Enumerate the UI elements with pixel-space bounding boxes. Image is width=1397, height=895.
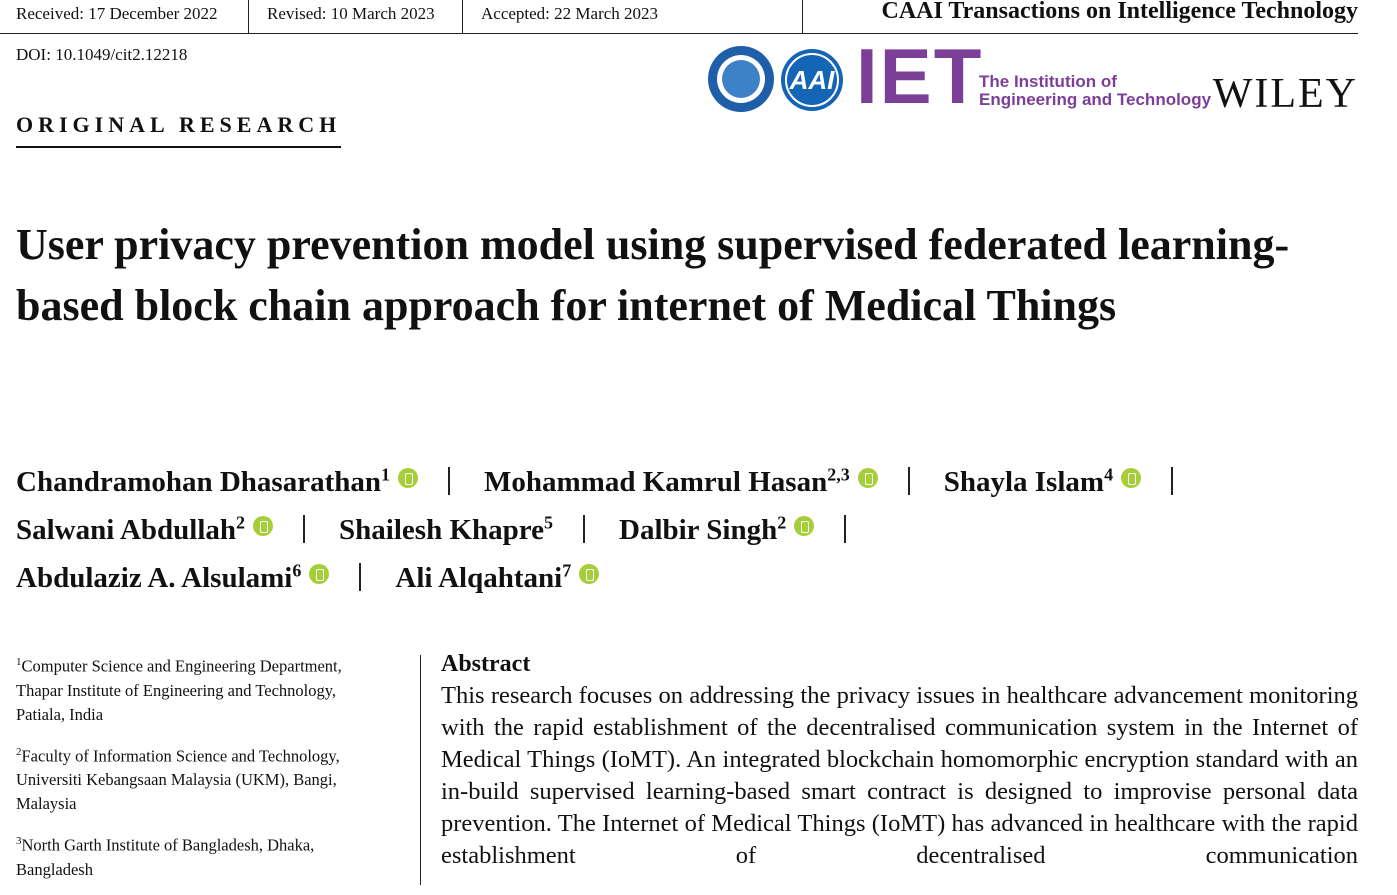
aai-text: AAI	[789, 65, 836, 95]
affiliation: 1Computer Science and Engineering Depart…	[16, 650, 396, 727]
separator	[462, 0, 463, 33]
author-name: Shailesh Khapre	[339, 513, 544, 546]
author-row: Salwani Abdullah2 Shailesh Khapre5 Dalbir …	[16, 498, 1207, 546]
affiliation: 2Faculty of Information Science and Tech…	[16, 740, 396, 817]
iet-name: The Institution of Engineering and Techn…	[979, 73, 1211, 109]
orcid-icon	[857, 467, 878, 488]
affiliation: 3North Garth Institute of Bangladesh, Dh…	[16, 829, 396, 882]
orcid-icon	[579, 563, 600, 584]
author-sup: 2,3	[827, 464, 850, 484]
affiliation-sup: 3	[16, 835, 22, 847]
orcid-icon	[253, 515, 274, 536]
separator	[907, 466, 910, 495]
author-row: Chandramohan Dhasarathan1 Mohammad Kamrul…	[16, 450, 1207, 498]
affiliations: 1Computer Science and Engineering Depart…	[16, 650, 396, 895]
doi: DOI: 10.1049/cit2.12218	[16, 45, 188, 64]
author: Chandramohan Dhasarathan1	[16, 464, 419, 498]
author: Abdulaziz A. Alsulami6	[16, 560, 330, 594]
affiliation-line: Bangladesh	[16, 858, 396, 882]
author-name: Mohammad Kamrul Hasan	[484, 465, 828, 498]
separator	[802, 0, 803, 33]
title: User privacy prevention model using supe…	[16, 220, 1290, 330]
author: Shailesh Khapre5	[339, 512, 553, 546]
author: Dalbir Singh2	[619, 512, 815, 546]
author: Mohammad Kamrul Hasan2,3	[484, 464, 878, 498]
journal: CAAI Transactions on Intelligence Techno…	[881, 0, 1359, 24]
author-sup: 4	[1104, 464, 1114, 484]
aai-logo: AAI	[781, 49, 843, 111]
author-row: Abdulaziz A. Alsulami6 Ali Alqahtani7	[16, 546, 1207, 594]
header-rule	[0, 33, 1358, 34]
author-name: Salwani Abdullah	[16, 513, 237, 546]
author: Salwani Abdullah2	[16, 512, 274, 546]
affiliation-line: Universiti Kebangsaan Malaysia (UKM), Ba…	[16, 768, 396, 792]
orcid-icon	[794, 515, 815, 536]
author-sup: 6	[292, 560, 302, 580]
affiliation-text: Universiti Kebangsaan Malaysia (UKM), Ba…	[16, 770, 337, 789]
author: Ali Alqahtani7	[395, 560, 600, 594]
authors: Chandramohan Dhasarathan1 Mohammad Kamrul…	[16, 450, 1207, 594]
separator	[303, 514, 306, 543]
iet-line: Engineering and Technology	[979, 90, 1212, 109]
affiliation-text: Patiala, India	[16, 704, 104, 724]
accepted: Accepted: 22 March 2023	[481, 4, 659, 23]
received: Received: 17 December 2022	[16, 4, 218, 23]
affiliation-text: Bangladesh	[16, 859, 93, 879]
affiliation-text: North Garth Institute of Bangladesh, Dha…	[21, 835, 315, 855]
affiliation-text: Computer Science and Engineering Departm…	[21, 656, 342, 676]
orcid-icon	[398, 467, 419, 488]
affiliation-line: 1Computer Science and Engineering Depart…	[16, 650, 396, 679]
affiliation-line: Thapar Institute of Engineering and Tech…	[16, 679, 396, 703]
abstract-text: This research focuses on addressing the …	[441, 682, 1358, 869]
section-label: ORIGINAL RESEARCH	[16, 112, 342, 148]
separator	[359, 562, 362, 591]
revised: Revised: 10 March 2023	[267, 4, 435, 23]
affiliation-sup: 1	[16, 656, 22, 668]
separator	[1171, 466, 1174, 495]
author-sup: 1	[381, 464, 391, 484]
author-name: Dalbir Singh	[619, 513, 778, 546]
orcid-icon	[1121, 467, 1142, 488]
affiliation-line: Malaysia	[16, 792, 396, 816]
iet-line: The Institution of	[979, 72, 1117, 91]
orcid-icon	[309, 563, 330, 584]
author-name: Ali Alqahtani	[395, 561, 563, 594]
separator	[583, 514, 585, 543]
author-sup: 5	[544, 512, 553, 532]
author: Shayla Islam4	[943, 464, 1142, 498]
university-seal	[708, 46, 774, 112]
author-sup: 2	[236, 512, 246, 532]
affiliation-line: 3North Garth Institute of Bangladesh, Dh…	[16, 829, 396, 858]
separator	[448, 466, 451, 495]
iet-logo: IET	[856, 32, 984, 120]
affiliation-line: Patiala, India	[16, 703, 396, 727]
author-name: Abdulaziz A. Alsulami	[16, 561, 293, 594]
affiliation-text: Thapar Institute of Engineering and Tech…	[16, 680, 337, 700]
abstract: Abstract This research focuses on addres…	[441, 648, 1358, 872]
affiliation-text: Faculty of Information Science and Techn…	[21, 746, 340, 765]
author-sup: 7	[562, 560, 572, 580]
separator	[844, 514, 847, 543]
author-sup: 2	[777, 512, 787, 532]
affiliation-line: 2Faculty of Information Science and Tech…	[16, 740, 396, 769]
abstract-heading: Abstract	[441, 651, 531, 677]
affiliation-sup: 2	[16, 745, 22, 758]
separator	[248, 0, 249, 33]
wiley-logo: WILEY	[1212, 71, 1358, 117]
author-name: Shayla Islam	[943, 465, 1105, 498]
column-rule	[420, 655, 421, 885]
author-name: Chandramohan Dhasarathan	[16, 465, 382, 498]
affiliation-text: Malaysia	[16, 794, 77, 813]
